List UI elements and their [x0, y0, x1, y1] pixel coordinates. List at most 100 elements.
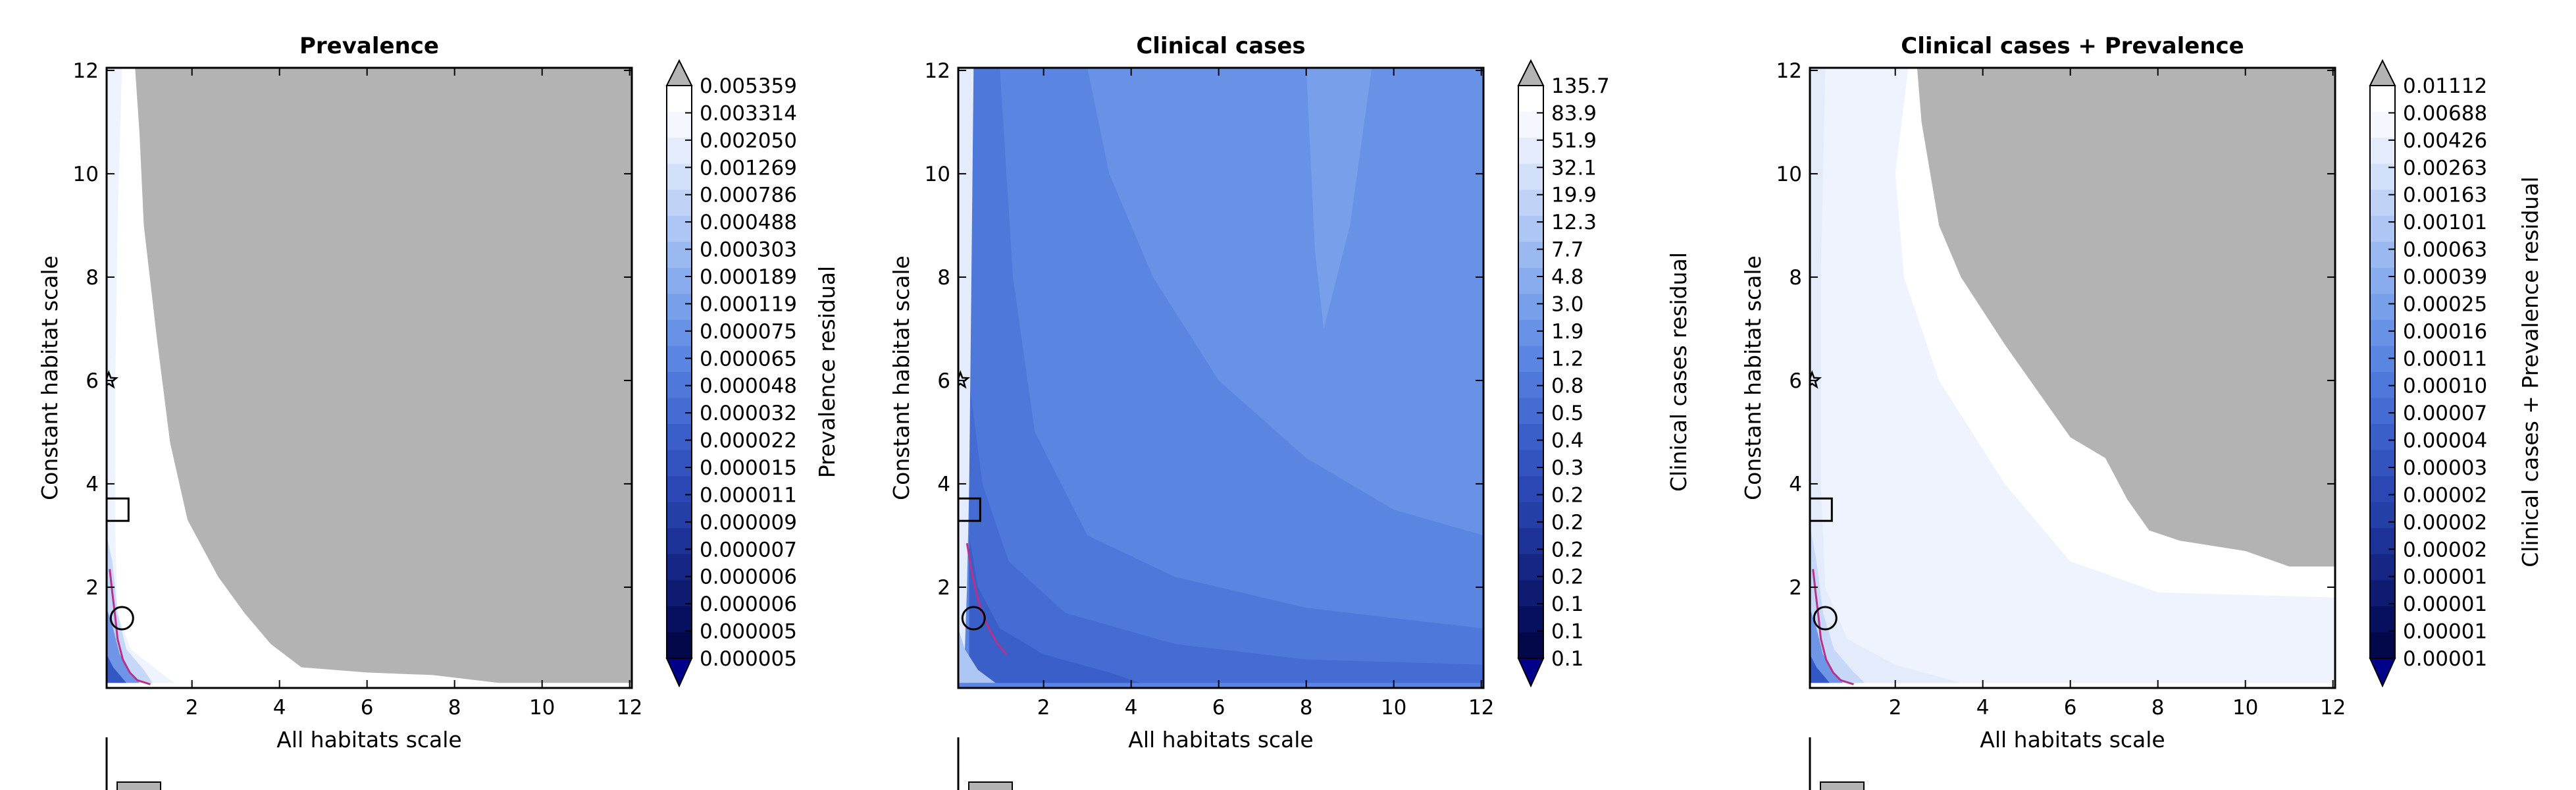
colorbar-tick-label: 0.000007: [700, 538, 797, 562]
colorbar-tick-label: 0.00163: [2403, 184, 2487, 207]
x-tick-label: 12: [2320, 696, 2346, 720]
colorbar-tick-label: 0.000075: [700, 320, 797, 344]
contour-band: [969, 535, 1140, 683]
colorbar-extend-max: [1517, 59, 1545, 86]
colorbar-segment: [1518, 528, 1543, 555]
contour-band: [107, 608, 140, 683]
contour-band: [1810, 68, 2335, 683]
colorbar-extend-min: [1517, 658, 1545, 688]
colorbar-segment: [667, 346, 692, 373]
colorbar-tick-label: 0.003314: [700, 101, 797, 125]
colorbar-segment: [1518, 424, 1543, 451]
colorbar-tick-label: 0.2: [1551, 511, 1584, 535]
x-tick-label: 4: [1125, 696, 1138, 720]
colorbar-tick-label: 32.1: [1551, 156, 1597, 180]
y-tick-label: 4: [937, 473, 950, 496]
colorbar-segment: [1518, 111, 1543, 138]
colorbar-extend-max: [665, 59, 693, 86]
colorbar-tick-label: 0.000022: [700, 429, 797, 453]
colorbar-tick-label: 19.9: [1551, 184, 1597, 207]
masked-region: [135, 68, 632, 683]
colorbar-segment: [2370, 294, 2395, 321]
colorbar-tick-label: 12.3: [1551, 211, 1597, 234]
x-tick-label: 12: [1468, 696, 1494, 720]
x-tick-label: 6: [1212, 696, 1225, 720]
colorbar-label: Prevalence residual: [814, 266, 840, 478]
colorbar-segment: [2370, 346, 2395, 373]
axes-frame: [1809, 66, 2336, 689]
colorbar-tick-label: 7.7: [1551, 238, 1584, 262]
x-tick-label: 10: [1381, 696, 1406, 720]
colorbar-tick-label: 0.000005: [700, 647, 797, 671]
plot-area: [1810, 68, 2335, 688]
colorbar: 0.005359 0.003314 0.002050 0.001269 0.000786…: [665, 59, 840, 688]
y-tick-label: 8: [937, 266, 950, 290]
y-tick-label: 4: [86, 473, 99, 496]
colorbar-tick-label: 0.00039: [2403, 265, 2487, 289]
colorbar-tick-label: 0.000786: [700, 184, 797, 207]
star-marker: [1810, 370, 1822, 389]
colorbar-tick-label: 0.005359: [700, 74, 797, 98]
colorbar-segment: [667, 398, 692, 425]
colorbar-tick-label: 0.000303: [700, 238, 797, 262]
legend-swatch: [968, 781, 1013, 790]
chart-title: Prevalence: [299, 33, 439, 59]
colorbar-tick-label: 0.00263: [2403, 156, 2487, 180]
colorbar-tick-label: 0.01112: [2403, 74, 2487, 98]
panel-3: 2 4 6 8 10 12 2 4 6 8 10 12 Clinical cases + Prevale…: [1740, 33, 2543, 790]
colorbar-tick-label: 0.000065: [700, 347, 797, 371]
panel-2: 2 4 6 8 10 12 2 4 6 8 10 12 Clinical cases All habita…: [889, 33, 1691, 790]
colorbar-tick-label: 0.000006: [700, 592, 797, 616]
colorbar-tick-label: 0.00426: [2403, 129, 2487, 153]
colorbar-segment: [1518, 215, 1543, 242]
colorbar-extend-min: [2369, 658, 2396, 688]
circle-marker: [109, 606, 134, 631]
colorbar-tick-label: 0.00101: [2403, 211, 2487, 234]
x-tick-label: 4: [1976, 696, 1990, 720]
colorbar-frame: [666, 85, 692, 659]
colorbar-segment: [2370, 606, 2395, 633]
axes-frame: [957, 66, 1485, 689]
axes-frame: [105, 66, 633, 689]
legend-swatch: [1820, 781, 1865, 790]
colorbar-segment: [667, 138, 692, 165]
colorbar-segment: [1518, 476, 1543, 503]
colorbar-segment: [667, 476, 692, 503]
colorbar: 135.7 83.9 51.9 32.1 19.9 12.3 7.7 4.8 3.0 1.9 1.2…: [1517, 59, 1691, 688]
colorbar-segment: [1518, 632, 1543, 659]
colorbar-segment: [1518, 606, 1543, 633]
colorbar-segment: [667, 190, 692, 217]
contour-band: [107, 654, 126, 683]
colorbar-tick-label: 135.7: [1551, 74, 1610, 98]
colorbar-segment: [667, 242, 692, 269]
colorbar-tick-label: 0.00688: [2403, 101, 2487, 125]
colorbar-tick-label: 0.00063: [2403, 238, 2487, 262]
square-marker: [1810, 497, 1833, 522]
y-tick-label: 12: [925, 59, 950, 83]
colorbar-segment: [1518, 242, 1543, 269]
colorbar-segment: [667, 606, 692, 633]
colorbar-segment: [2370, 138, 2395, 165]
colorbar-tick-label: 0.001269: [700, 156, 797, 180]
colorbar-segment: [2370, 580, 2395, 607]
colorbar-tick-label: 0.00025: [2403, 292, 2487, 316]
colorbar-segment: [1518, 86, 1543, 113]
colorbar-segment: [2370, 267, 2395, 294]
y-tick-label: 2: [1789, 576, 1802, 600]
contour-band: [958, 68, 974, 683]
x-tick-label: 8: [448, 696, 461, 720]
x-tick-label: 2: [1889, 696, 1902, 720]
masked-region: [1917, 68, 2335, 567]
colorbar-tick-label: 0.2: [1551, 538, 1584, 562]
y-tick-label: 10: [73, 163, 99, 186]
x-tick-label: 10: [2232, 696, 2258, 720]
y-tick-label: 8: [86, 266, 99, 290]
colorbar-tick-label: 0.00004: [2403, 429, 2487, 453]
chart-title: Clinical cases: [1136, 33, 1305, 59]
colorbar-tick-label: 0.000015: [700, 456, 797, 480]
colorbar-tick-label: 3.0: [1551, 292, 1584, 316]
y-axis-label: Constant habitat scale: [1740, 255, 1766, 500]
colorbar-segment: [1518, 319, 1543, 346]
colorbar-tick-label: 0.00001: [2403, 620, 2487, 644]
